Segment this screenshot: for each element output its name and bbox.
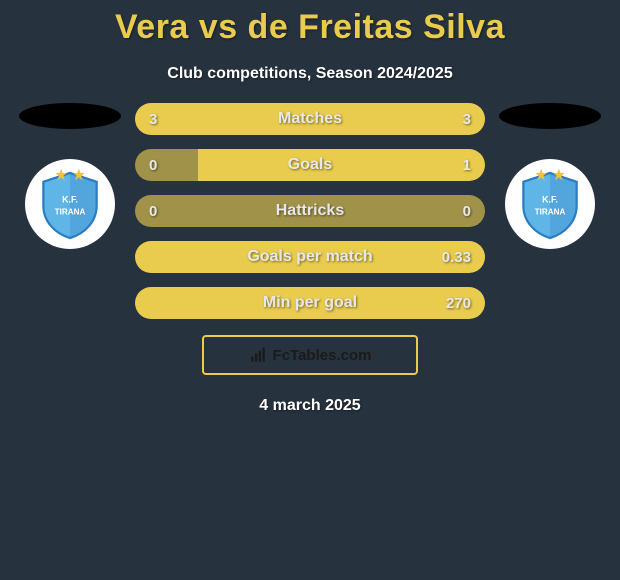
club-crest-icon: K.F. TIRANA	[513, 167, 587, 241]
svg-text:K.F.: K.F.	[542, 195, 558, 205]
stat-bar-row: 270Min per goal	[135, 287, 485, 319]
brand-box[interactable]: FcTables.com	[202, 335, 418, 375]
subtitle: Club competitions, Season 2024/2025	[0, 65, 620, 83]
svg-text:K.F.: K.F.	[62, 195, 78, 205]
stat-bar-row: 00Hattricks	[135, 195, 485, 227]
stat-bar-row: 33Matches	[135, 103, 485, 135]
right-side-column: K.F. TIRANA	[490, 93, 610, 249]
club-crest-icon: K.F. TIRANA	[33, 167, 107, 241]
brand-text: FcTables.com	[273, 347, 372, 364]
stat-label: Goals per match	[135, 241, 485, 273]
stat-bar-row: 0.33Goals per match	[135, 241, 485, 273]
stat-bar-row: 01Goals	[135, 149, 485, 181]
left-club-badge: K.F. TIRANA	[25, 159, 115, 249]
stat-label: Goals	[135, 149, 485, 181]
svg-text:TIRANA: TIRANA	[55, 207, 86, 216]
stat-label: Matches	[135, 103, 485, 135]
right-club-badge: K.F. TIRANA	[505, 159, 595, 249]
page-title: Vera vs de Freitas Silva	[0, 0, 620, 47]
chart-icon	[249, 346, 267, 364]
comparison-row: K.F. TIRANA 33Matches 01Goals 00Hattricks 0…	[0, 93, 620, 319]
stat-label: Min per goal	[135, 287, 485, 319]
shadow-ellipse-left	[19, 103, 121, 129]
left-side-column: K.F. TIRANA	[10, 93, 130, 249]
svg-text:TIRANA: TIRANA	[535, 207, 566, 216]
stat-bars: 33Matches 01Goals 00Hattricks 0.33Goals per…	[135, 93, 485, 319]
shadow-ellipse-right	[499, 103, 601, 129]
stat-label: Hattricks	[135, 195, 485, 227]
date-line: 4 march 2025	[0, 397, 620, 415]
